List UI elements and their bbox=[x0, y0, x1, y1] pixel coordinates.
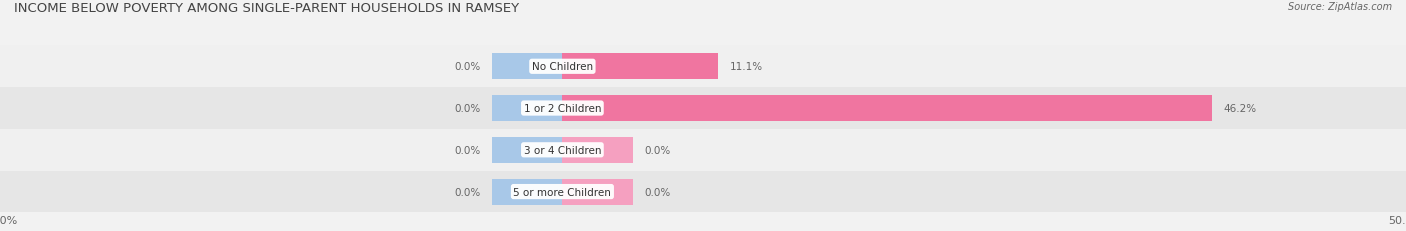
Text: 0.0%: 0.0% bbox=[454, 62, 481, 72]
Text: 46.2%: 46.2% bbox=[1223, 103, 1257, 114]
Bar bbox=[0, 46, 1406, 88]
Bar bbox=[562, 54, 718, 80]
Bar bbox=[492, 137, 562, 163]
Bar bbox=[492, 96, 562, 122]
Text: 3 or 4 Children: 3 or 4 Children bbox=[523, 145, 602, 155]
Bar bbox=[0, 88, 1406, 129]
Text: 0.0%: 0.0% bbox=[454, 103, 481, 114]
Text: 0.0%: 0.0% bbox=[644, 145, 671, 155]
Text: No Children: No Children bbox=[531, 62, 593, 72]
Bar bbox=[562, 137, 633, 163]
Bar bbox=[492, 54, 562, 80]
Bar bbox=[0, 129, 1406, 171]
Text: 5 or more Children: 5 or more Children bbox=[513, 187, 612, 197]
Text: 0.0%: 0.0% bbox=[454, 187, 481, 197]
Text: Source: ZipAtlas.com: Source: ZipAtlas.com bbox=[1288, 2, 1392, 12]
Bar bbox=[492, 179, 562, 205]
Bar bbox=[0, 171, 1406, 213]
Text: INCOME BELOW POVERTY AMONG SINGLE-PARENT HOUSEHOLDS IN RAMSEY: INCOME BELOW POVERTY AMONG SINGLE-PARENT… bbox=[14, 2, 519, 15]
Text: 0.0%: 0.0% bbox=[644, 187, 671, 197]
Text: 0.0%: 0.0% bbox=[454, 145, 481, 155]
Bar bbox=[562, 179, 633, 205]
Text: 1 or 2 Children: 1 or 2 Children bbox=[523, 103, 602, 114]
Text: 11.1%: 11.1% bbox=[730, 62, 763, 72]
Bar bbox=[562, 96, 1212, 122]
